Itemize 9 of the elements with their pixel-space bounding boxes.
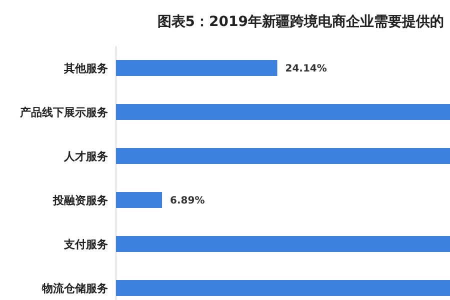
data-label: 6.89% (170, 196, 205, 206)
y-tick-label: 投融资服务 (52, 194, 108, 207)
y-tick-label: 物流仓储服务 (41, 282, 108, 295)
y-tick-label: 支付服务 (63, 238, 108, 251)
y-tick-label: 其他服务 (63, 62, 108, 75)
chart-title: 图表5：2019年新疆跨境电商企业需要提供的 (157, 13, 444, 30)
y-tick-label: 产品线下展示服务 (19, 106, 108, 119)
y-tick-label: 人才服务 (63, 150, 108, 163)
data-label: 24.14% (285, 64, 327, 74)
